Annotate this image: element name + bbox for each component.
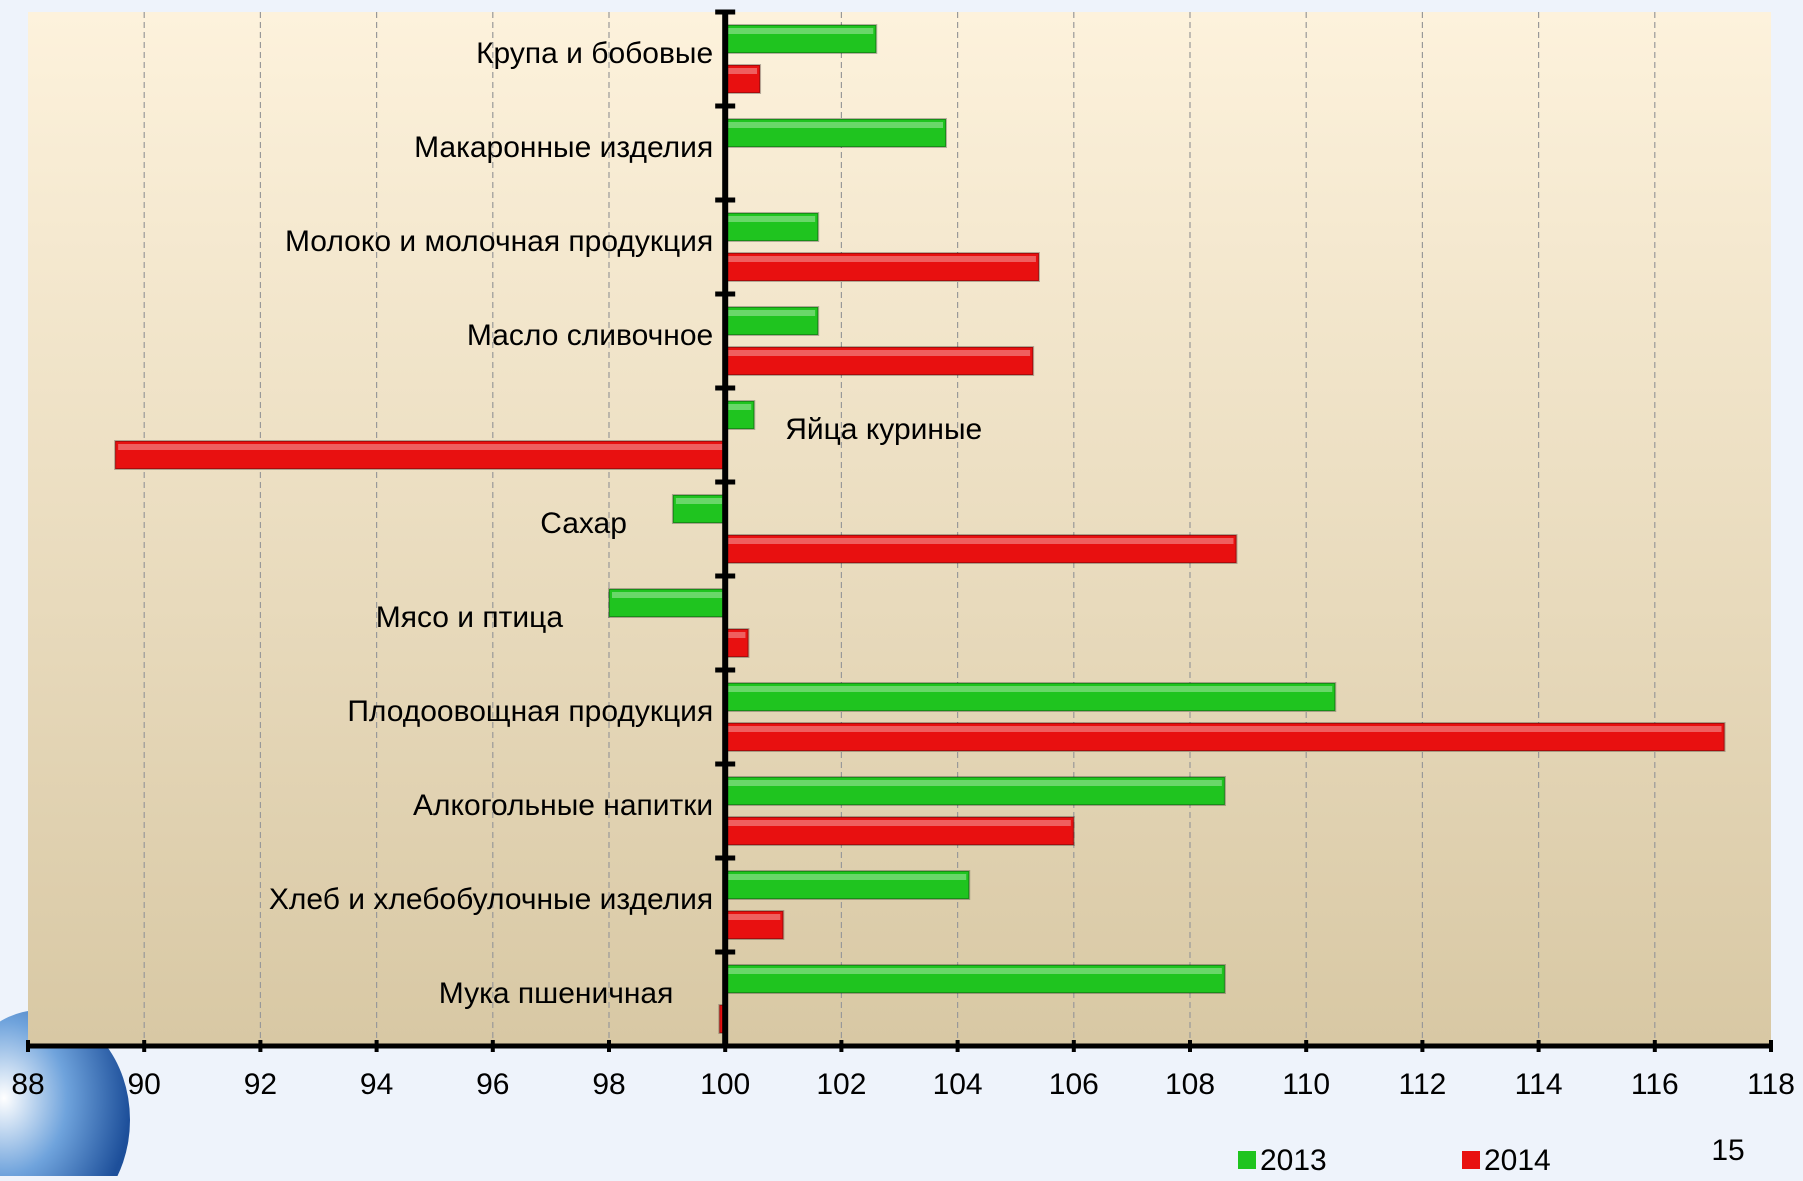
bar: [114, 440, 727, 470]
category-label: Крупа и бобовые: [476, 37, 713, 70]
category-label: Яйца куриные: [785, 413, 982, 446]
x-tick-label: 96: [476, 1068, 509, 1101]
x-tick-label: 112: [1398, 1068, 1446, 1101]
legend-label: 2013: [1260, 1144, 1327, 1176]
category-label: Плодоовощная продукция: [347, 695, 713, 728]
bar-highlight: [728, 310, 816, 316]
bar: [724, 776, 1226, 806]
bar: [724, 346, 1035, 376]
category-label: Сахар: [540, 507, 627, 540]
x-tick-label: 114: [1515, 1068, 1563, 1101]
category-label: Мука пшеничная: [439, 977, 674, 1010]
x-tick-label: 92: [244, 1068, 277, 1101]
bar: [724, 964, 1226, 994]
legend-swatch: [1238, 1151, 1256, 1169]
bar-highlight: [728, 216, 816, 222]
x-tick-label: 98: [592, 1068, 625, 1101]
decor: [0, 1010, 130, 1181]
bar-highlight: [728, 780, 1222, 786]
x-tick-label: 100: [700, 1068, 750, 1101]
x-tick-label: 108: [1165, 1068, 1215, 1101]
legend-label: 2014: [1484, 1144, 1551, 1176]
bar-highlight: [728, 632, 746, 638]
bar-highlight: [728, 538, 1234, 544]
category-label: Макаронные изделия: [414, 131, 713, 164]
category-label: Мясо и птица: [376, 601, 564, 634]
legend-swatch: [1462, 1151, 1480, 1169]
bar-highlight: [728, 914, 781, 920]
bar: [724, 212, 820, 242]
bar-highlight: [728, 256, 1036, 262]
bar: [724, 252, 1040, 282]
x-tick-label: 88: [11, 1068, 44, 1101]
x-tick-label: 110: [1282, 1068, 1330, 1101]
bar-highlight: [728, 820, 1071, 826]
category-label: Алкогольные напитки: [413, 789, 713, 822]
category-label: Масло сливочное: [467, 319, 713, 352]
bar: [671, 494, 727, 524]
bar-highlight: [675, 498, 723, 504]
bar-highlight: [118, 444, 723, 450]
bar-highlight: [728, 404, 752, 410]
x-tick-label: 102: [816, 1068, 866, 1101]
bar: [724, 722, 1726, 752]
bar-highlight: [728, 28, 874, 34]
bar: [724, 118, 947, 148]
x-tick-label: 106: [1049, 1068, 1099, 1101]
bar-highlight: [728, 686, 1333, 692]
category-label: Хлеб и хлебобулочные изделия: [269, 883, 713, 916]
bar-highlight: [728, 968, 1222, 974]
bar: [724, 910, 785, 940]
bar-highlight: [728, 68, 758, 74]
bar-highlight: [612, 592, 723, 598]
category-label: Молоко и молочная продукция: [285, 225, 713, 258]
x-tick-label: 116: [1631, 1068, 1679, 1101]
bar-highlight: [728, 122, 943, 128]
x-tick-label: 104: [933, 1068, 983, 1101]
bar: [724, 64, 762, 94]
bar-highlight: [728, 350, 1031, 356]
bar: [724, 400, 756, 430]
x-tick-label: 90: [128, 1068, 161, 1101]
x-tick-label: 94: [360, 1068, 393, 1101]
bar: [724, 24, 878, 54]
page-number: 15: [1711, 1134, 1744, 1167]
bar: [724, 306, 820, 336]
bar: [724, 870, 971, 900]
bar-highlight: [728, 874, 967, 880]
x-tick-label: 118: [1747, 1068, 1795, 1101]
bar-highlight: [728, 726, 1722, 732]
